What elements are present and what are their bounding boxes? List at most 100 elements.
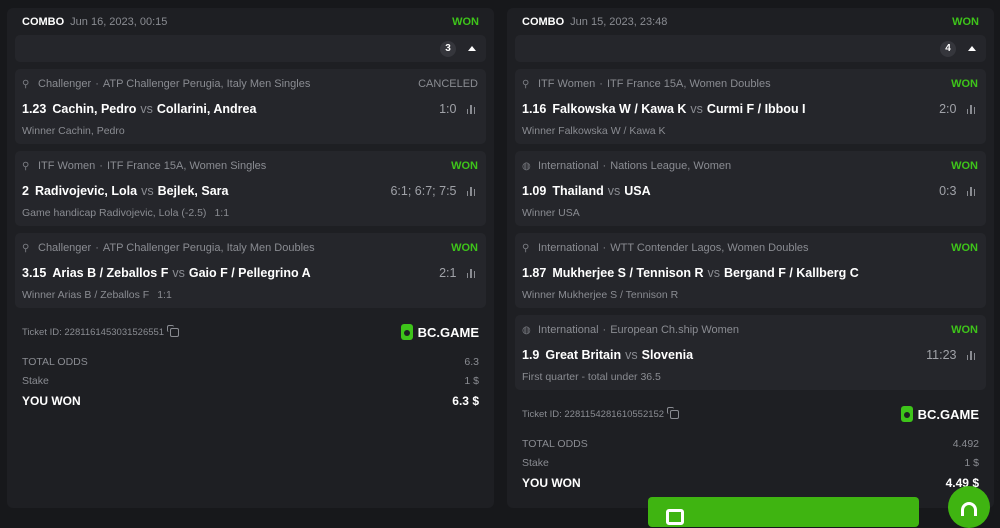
tournament: ITF France 15A, Women Singles xyxy=(106,160,267,172)
bet-status: CANCELED xyxy=(418,78,478,90)
collapse-toggle[interactable]: 4 xyxy=(515,35,986,62)
you-won-label: YOU WON xyxy=(522,476,581,490)
sport-category: Challenger xyxy=(38,242,92,254)
total-odds-label: TOTAL ODDS xyxy=(522,437,588,450)
bet-item[interactable]: ⚲ Challenger · ATP Challenger Perugia, I… xyxy=(15,233,486,308)
odds: 1.23 xyxy=(22,102,47,116)
vs-label: vs xyxy=(690,102,703,116)
home-team: Arias B / Zeballos F xyxy=(52,266,169,280)
sport-category: Challenger xyxy=(38,78,92,90)
home-team: Mukherjee S / Tennison R xyxy=(552,266,704,280)
copy-icon[interactable] xyxy=(167,324,180,337)
bet-item[interactable]: ⚲ International · WTT Contender Lagos, W… xyxy=(515,233,986,308)
away-team: Slovenia xyxy=(641,348,694,362)
details-bar[interactable] xyxy=(648,497,919,527)
vs-label: vs xyxy=(141,184,154,198)
handicap-value: 1:1 xyxy=(157,289,172,301)
bet-item[interactable]: ⚲ ITF Women · ITF France 15A, Women Sing… xyxy=(15,151,486,226)
tournament: ATP Challenger Perugia, Italy Men Double… xyxy=(102,242,315,254)
sport-category: ITF Women xyxy=(538,78,596,90)
odds: 1.09 xyxy=(522,184,547,198)
home-team: Falkowska W / Kawa K xyxy=(552,102,687,116)
bet-status: WON xyxy=(951,242,978,254)
bet-item[interactable]: ◍ International · Nations League, Women … xyxy=(515,151,986,226)
vs-label: vs xyxy=(140,102,153,116)
stats-icon[interactable] xyxy=(466,186,475,196)
table-tennis-icon: ⚲ xyxy=(522,242,530,254)
score: 1:0 xyxy=(439,102,457,116)
ticket-header: COMBO Jun 16, 2023, 00:15 WON xyxy=(15,8,486,35)
market: Winner Cachin, Pedro xyxy=(22,125,125,137)
market: Winner Arias B / Zeballos F xyxy=(22,289,150,301)
headphones-icon xyxy=(961,502,977,516)
bet-status: WON xyxy=(451,160,478,172)
volleyball-icon: ◍ xyxy=(522,160,531,172)
odds: 1.87 xyxy=(522,266,547,280)
odds: 3.15 xyxy=(22,266,47,280)
you-won-amount: 6.3 $ xyxy=(452,394,479,408)
market: Winner Falkowska W / Kawa K xyxy=(522,125,666,137)
away-team: Curmi F / Ibbou I xyxy=(706,102,806,116)
vs-label: vs xyxy=(607,184,621,198)
details-icon xyxy=(666,509,684,525)
score: 11:23 xyxy=(926,348,957,362)
bet-status: WON xyxy=(951,160,978,172)
bet-status: WON xyxy=(951,324,978,336)
tennis-icon: ⚲ xyxy=(22,78,30,90)
odds: 1.16 xyxy=(522,102,547,116)
total-odds-value: 6.3 xyxy=(464,355,479,368)
collapse-toggle[interactable]: 3 xyxy=(15,35,486,62)
stats-icon[interactable] xyxy=(966,104,975,114)
away-team: Gaio F / Pellegrino A xyxy=(188,266,311,280)
basketball-icon: ◍ xyxy=(522,324,531,336)
separator: · xyxy=(95,78,99,90)
ticket-id: Ticket ID: 2281161453031526551 xyxy=(22,326,165,338)
bet-date: Jun 15, 2023, 23:48 xyxy=(570,15,668,28)
odds: 1.9 xyxy=(522,348,540,362)
stats-icon[interactable] xyxy=(466,104,475,114)
stake-value: 1 $ xyxy=(964,456,979,469)
tennis-icon: ⚲ xyxy=(22,160,30,172)
vs-label: vs xyxy=(625,348,638,362)
tournament: ATP Challenger Perugia, Italy Men Single… xyxy=(102,78,311,90)
brand-name: BC.GAME xyxy=(417,324,479,340)
stats-icon[interactable] xyxy=(966,350,975,360)
support-button[interactable] xyxy=(948,486,990,528)
bet-item[interactable]: ⚲ ITF Women · ITF France 15A, Women Doub… xyxy=(515,69,986,144)
tournament: Nations League, Women xyxy=(610,160,732,172)
stake-label: Stake xyxy=(22,374,49,387)
copy-icon[interactable] xyxy=(667,406,680,419)
vs-label: vs xyxy=(172,266,185,280)
stats-icon[interactable] xyxy=(466,268,475,278)
brand-logo: BC.GAME xyxy=(900,406,979,422)
home-team: Cachin, Pedro xyxy=(52,102,137,116)
separator: · xyxy=(602,242,607,254)
total-odds-label: TOTAL ODDS xyxy=(22,355,88,368)
caret-up-icon[interactable] xyxy=(468,46,476,51)
bet-item[interactable]: ⚲ Challenger · ATP Challenger Perugia, I… xyxy=(15,69,486,144)
brand-logo: BC.GAME xyxy=(400,324,479,340)
separator: · xyxy=(95,242,99,254)
market: Game handicap Radivojevic, Lola (-2.5) xyxy=(22,207,207,219)
market: Winner USA xyxy=(522,207,580,219)
away-team: Collarini, Andrea xyxy=(156,102,257,116)
score: 0:3 xyxy=(939,184,957,198)
market: Winner Mukherjee S / Tennison R xyxy=(522,289,679,301)
handicap-value: 1:1 xyxy=(214,207,230,219)
separator: · xyxy=(602,324,607,336)
bet-type: COMBO xyxy=(22,15,65,28)
bet-date: Jun 16, 2023, 00:15 xyxy=(70,15,168,28)
vs-label: vs xyxy=(707,266,721,280)
away-team: USA xyxy=(624,184,651,198)
ticket-status: WON xyxy=(952,15,979,28)
stats-icon[interactable] xyxy=(966,186,975,196)
sport-category: International xyxy=(538,160,599,172)
tennis-icon: ⚲ xyxy=(522,78,530,90)
bc-game-logo-icon xyxy=(400,324,413,340)
market: First quarter - total under 36.5 xyxy=(522,371,661,383)
away-team: Bergand F / Kallberg C xyxy=(724,266,859,280)
separator: · xyxy=(599,78,603,90)
bet-item[interactable]: ◍ International · European Ch.ship Women… xyxy=(515,315,986,390)
caret-up-icon[interactable] xyxy=(968,46,976,51)
home-team: Thailand xyxy=(552,184,604,198)
